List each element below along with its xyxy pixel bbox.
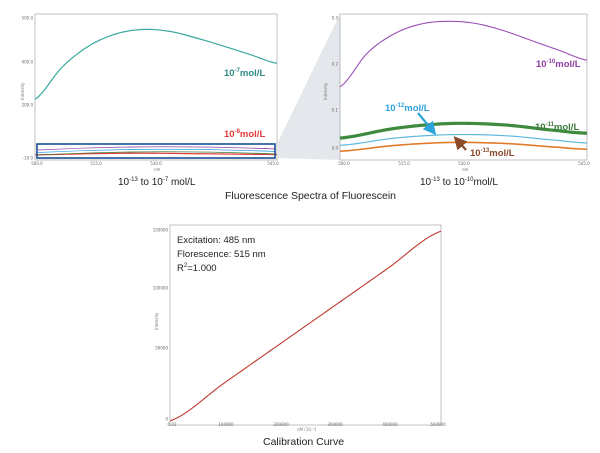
x-tick-label: 100000 (218, 422, 234, 427)
right-y-ticks: 0.3 0.2 0.1 0.0 (332, 16, 339, 151)
left-series-group (34, 28, 278, 156)
right-series-group (339, 20, 588, 153)
y-tick-label: 50000 (155, 346, 168, 351)
y-tick-label: 500.0 (22, 16, 34, 21)
calibration-caption: Calibration Curve (263, 436, 344, 448)
left-xlabel: nm (154, 167, 161, 172)
series-line-4 (339, 141, 588, 153)
label-1e-10: 10-10mol/L (536, 59, 581, 70)
left-ylabel: Intensity (20, 82, 25, 100)
x-tick-label: 200000 (273, 422, 289, 427)
x-tick-label: 530.0 (458, 161, 470, 166)
y-tick-label: 200.0 (22, 103, 34, 108)
right-plot-frame (339, 13, 588, 161)
label-1e-12: 10-12mol/L (385, 103, 430, 114)
series-line-2 (34, 152, 278, 156)
y-tick-label: -10.0 (23, 156, 34, 161)
series-line-1 (339, 20, 588, 88)
calibration-xlabel: nM (10⁻⁹) (297, 427, 317, 432)
left-plot-frame (34, 13, 278, 161)
x-tick-label: 500.0 (338, 161, 350, 166)
arrow-1e-12 (417, 112, 437, 136)
calibration-series-group (169, 230, 442, 422)
label-1e-11: 10-11mol/L (535, 122, 579, 133)
low-conc-trace (37, 151, 276, 156)
x-tick-label: 0.01 (168, 422, 177, 427)
calibration-plot-frame (169, 224, 442, 426)
right-ylabel: Intensity (323, 82, 328, 100)
y-tick-label: 0.1 (332, 108, 339, 113)
y-tick-label: 400.0 (22, 60, 34, 65)
zoom-connector (277, 14, 340, 160)
calibration-x-ticks: 0.01 100000 200000 300000 400000 500000 (168, 422, 447, 427)
series-line-3 (339, 133, 588, 146)
x-tick-label: 300000 (327, 422, 343, 427)
note-r-squared: R2=1.000 (177, 263, 217, 274)
right-x-ticks: 500.0 515.0 530.0 545.0 (338, 161, 590, 166)
left-caption: 10-13 to 10-7 mol/L (118, 177, 196, 188)
main-title: Fluorescence Spectra of Fluorescein (225, 190, 396, 202)
y-tick-label: 0 (165, 417, 168, 422)
x-tick-label: 400000 (382, 422, 398, 427)
y-tick-label: 0.2 (332, 62, 339, 67)
label-1e-7: 10-7mol/L (224, 68, 265, 79)
calibration-y-ticks: 150000 100000 50000 0 (153, 228, 169, 422)
low-conc-trace (37, 148, 276, 153)
series-line-1 (34, 28, 278, 100)
right-caption: 10-13 to 10-10mol/L (420, 177, 498, 188)
y-tick-label: 0.3 (332, 16, 339, 21)
x-tick-label: 545.0 (267, 161, 279, 166)
x-tick-label: 500.0 (31, 161, 43, 166)
note-excitation: Excitation: 485 nm (177, 235, 255, 246)
x-tick-label: 530.0 (150, 161, 162, 166)
x-tick-label: 500000 (430, 422, 446, 427)
arrow-1e-13 (453, 136, 468, 151)
y-tick-label: 0.0 (332, 146, 339, 151)
x-tick-label: 515.0 (90, 161, 102, 166)
left-x-ticks: 500.0 515.0 530.0 545.0 (31, 161, 279, 166)
y-tick-label: 100000 (153, 286, 169, 291)
series-line-2 (339, 121, 588, 140)
low-conc-trace (37, 146, 276, 151)
label-1e-8: 10-8mol/L (224, 129, 265, 140)
right-spectrum-panel: 0.3 0.2 0.1 0.0 500.0 515.0 530.0 545.0 Intens… (323, 13, 590, 188)
x-tick-label: 515.0 (398, 161, 410, 166)
y-tick-label: 150000 (153, 228, 169, 233)
label-1e-13: 10-13mol/L (470, 148, 515, 159)
calibration-ylabel: Intensity (154, 312, 159, 330)
left-y-ticks: 500.0 400.0 200.0 -10.0 (22, 16, 34, 161)
note-florescence: Florescence: 515 nm (177, 249, 266, 260)
x-tick-label: 545.0 (578, 161, 590, 166)
series-line-1 (169, 230, 442, 422)
left-spectrum-panel: 500.0 400.0 200.0 -10.0 500.0 515.0 530.0 545.… (20, 13, 279, 188)
zoom-region-box (36, 143, 276, 159)
right-xlabel: nm (462, 167, 469, 172)
